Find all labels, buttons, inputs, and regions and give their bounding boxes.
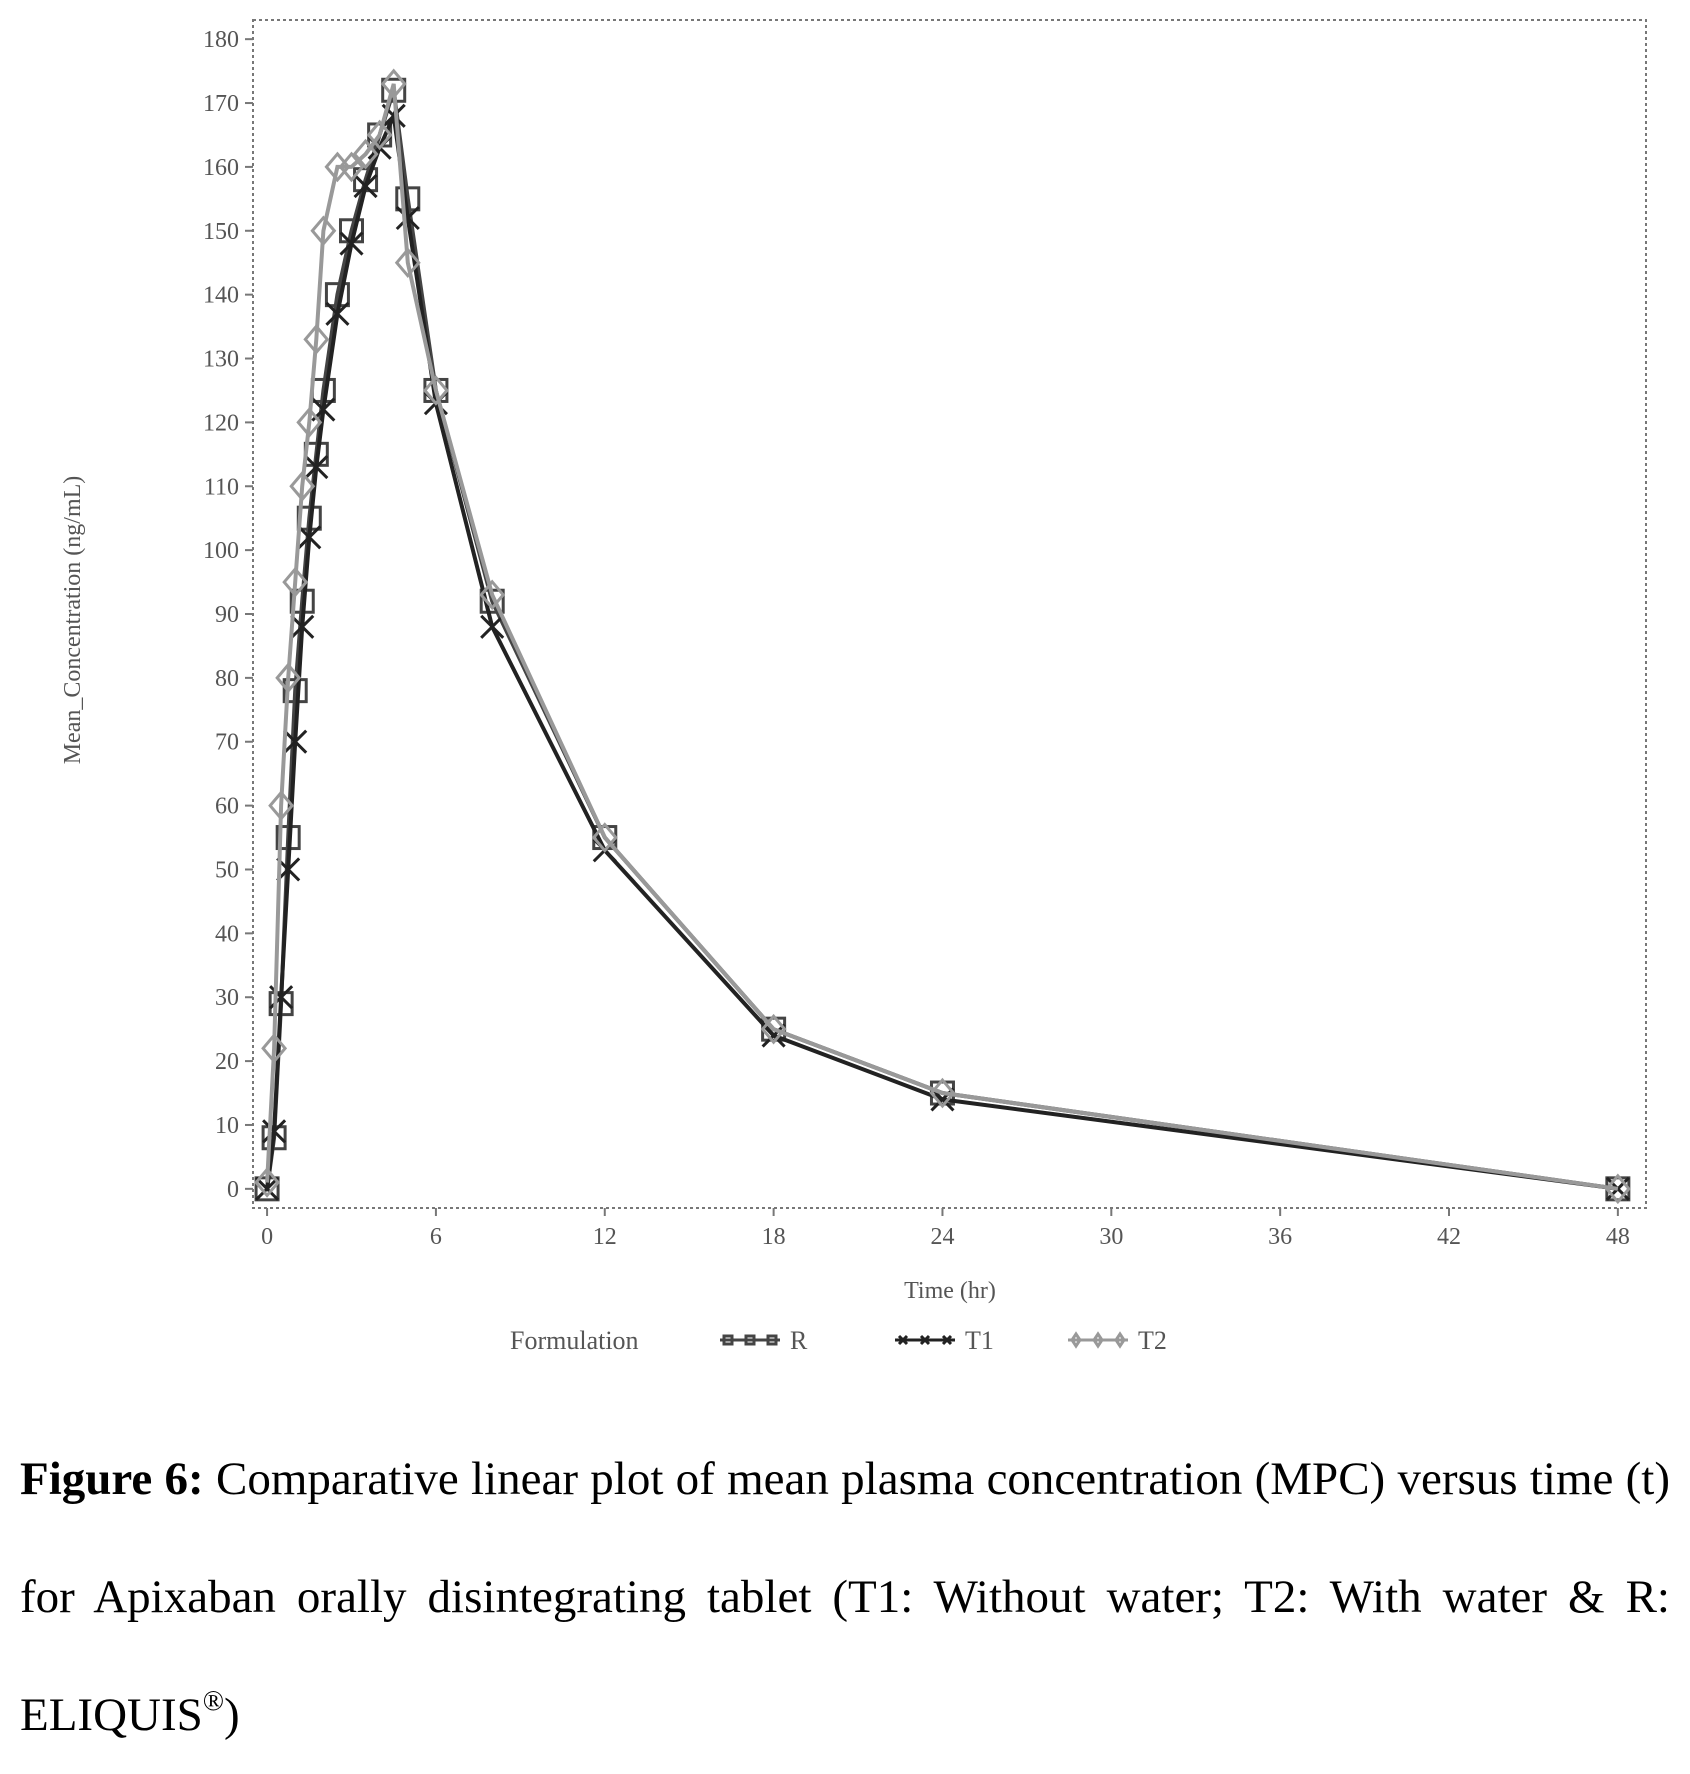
y-axis: 0 10 20 30 40 50 60 70 80 90 100 110 120 130 140 150 160… [203, 27, 253, 1203]
x-tick-label: 12 [593, 1224, 617, 1250]
y-tick-label: 90 [215, 602, 239, 628]
series-line-r [265, 89, 1619, 1191]
data-point-t2 [929, 1077, 956, 1109]
data-point-t1 [353, 174, 378, 199]
x-tick-label: 24 [930, 1224, 954, 1250]
data-point-r [282, 678, 308, 704]
x-tick-label: 48 [1606, 1224, 1630, 1250]
y-tick-label: 110 [204, 474, 239, 500]
data-point-t1 [297, 525, 322, 550]
data-point-t2 [394, 247, 421, 279]
series-line-t1 [265, 108, 1619, 1191]
caption-end: ) [224, 1689, 240, 1741]
y-tick-label: 80 [215, 666, 239, 692]
legend: Formulation R T1 T2 [510, 1326, 1167, 1355]
series-line-t2 [265, 83, 1619, 1191]
legend-swatch-marker [744, 1334, 756, 1346]
pk-line-chart: 0102030405060708090100110120130140150160… [60, 19, 1647, 1355]
caption-registered-mark: ® [202, 1686, 225, 1717]
data-point-t2 [366, 119, 393, 151]
legend-title: Formulation [510, 1326, 639, 1355]
data-point-t2 [296, 407, 323, 438]
data-point-t1 [480, 614, 505, 639]
x-tick-label: 42 [1437, 1224, 1461, 1250]
x-tick-label: 0 [261, 1224, 273, 1250]
data-point-t2 [422, 375, 449, 406]
data-point-t1 [339, 231, 364, 256]
x-tick-label: 30 [1099, 1224, 1123, 1250]
data-point-t1 [262, 1119, 287, 1144]
x-axis: 0 6 12 18 24 30 36 42 48 [261, 1208, 1630, 1250]
y-tick-label: 180 [203, 27, 239, 53]
y-tick-label: 160 [203, 155, 239, 181]
data-point-t2 [338, 151, 365, 183]
y-tick-label: 40 [215, 921, 239, 947]
y-tick-label: 100 [203, 538, 239, 564]
legend-swatch-marker [941, 1334, 953, 1346]
series-layer [254, 68, 1631, 1205]
x-axis-label: Time (hr) [904, 1278, 996, 1304]
caption-label: Figure 6: [20, 1453, 204, 1505]
caption-text: Comparative linear plot of mean plasma c… [20, 1453, 1671, 1741]
y-tick-label: 130 [203, 347, 239, 373]
data-point-t2 [310, 215, 337, 247]
legend-entry-label: T2 [1138, 1326, 1167, 1355]
plot-frame [252, 19, 1647, 1209]
data-point-t2 [261, 1033, 288, 1064]
figure-caption: Figure 6: Comparative linear plot of mea… [20, 1420, 1670, 1774]
data-point-t1 [255, 1176, 280, 1201]
legend-swatch-marker [1092, 1331, 1104, 1349]
x-tick-label: 18 [762, 1224, 786, 1250]
data-point-t1 [304, 455, 329, 480]
data-point-t2 [289, 470, 316, 502]
y-tick-label: 30 [215, 985, 239, 1011]
data-point-t2 [591, 822, 618, 853]
data-point-t2 [303, 324, 330, 355]
data-point-t2 [254, 1167, 281, 1198]
y-tick-label: 50 [215, 857, 239, 883]
y-tick-label: 0 [227, 1177, 239, 1203]
data-point-t1 [290, 614, 315, 639]
y-tick-label: 10 [215, 1113, 239, 1139]
data-point-t2 [282, 566, 309, 598]
data-point-t2 [268, 790, 295, 821]
data-point-t2 [352, 138, 379, 170]
legend-entry-label: T1 [965, 1326, 994, 1355]
data-point-t1 [325, 301, 350, 326]
data-point-t1 [395, 205, 420, 231]
legend-swatch-marker [766, 1334, 778, 1346]
x-tick-label: 6 [430, 1224, 442, 1250]
legend-swatch-marker [919, 1334, 931, 1346]
y-axis-label: Mean_Concentration (ng/mL) [60, 476, 86, 765]
y-tick-label: 70 [215, 730, 239, 756]
series-t1 [255, 103, 1630, 1201]
legend-swatch-marker [1114, 1331, 1126, 1349]
series-r [254, 77, 1631, 1202]
data-point-t1 [761, 1023, 786, 1048]
legend-swatch-marker [722, 1334, 734, 1346]
legend-swatch-marker [1070, 1331, 1082, 1349]
y-tick-label: 20 [215, 1049, 239, 1075]
legend-entry-label: R [790, 1326, 808, 1355]
data-point-t2 [760, 1013, 787, 1045]
data-point-t2 [275, 662, 302, 694]
data-point-t1 [283, 729, 308, 754]
legend-swatch-marker [897, 1334, 909, 1346]
y-tick-label: 170 [203, 91, 239, 117]
x-tick-label: 36 [1268, 1224, 1292, 1250]
y-tick-label: 150 [203, 219, 239, 245]
series-t2 [254, 68, 1631, 1205]
data-point-t2 [1604, 1173, 1631, 1205]
y-tick-label: 120 [203, 410, 239, 436]
data-point-t2 [479, 579, 506, 611]
y-tick-label: 60 [215, 794, 239, 820]
y-tick-label: 140 [203, 283, 239, 309]
data-point-t2 [380, 68, 407, 100]
